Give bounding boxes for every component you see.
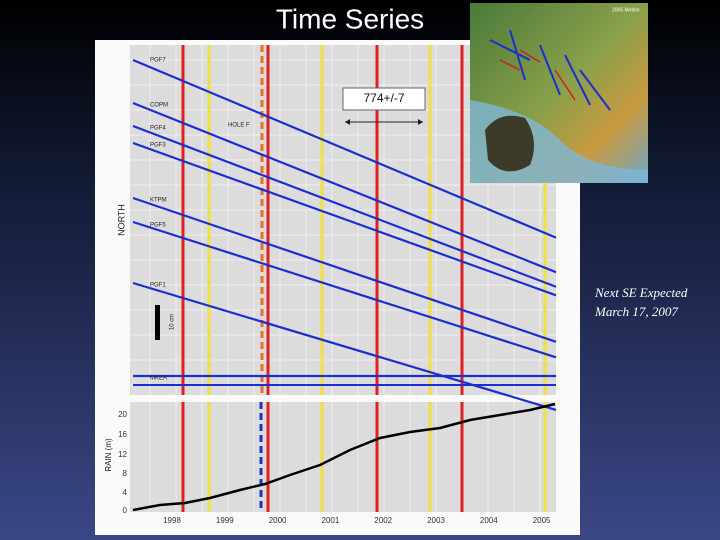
rain-tick-label: 16	[118, 430, 127, 439]
year-label: 2004	[480, 516, 498, 525]
rain-tick-label: 0	[123, 506, 128, 515]
station-label: PGF4	[150, 126, 166, 132]
rain-tick-label: 8	[123, 469, 128, 478]
annotation-box	[342, 87, 426, 111]
year-label: 2000	[269, 516, 287, 525]
year-label: 2005	[533, 516, 551, 525]
station-label: PGF3	[150, 143, 166, 149]
labels: PGF7 COPM PGF4 PGF3 KTPM PGF5 PGF1 MKEA 20 16 12 8 4…	[118, 58, 551, 526]
rain-tick-label: 20	[118, 410, 127, 419]
gps-trace	[132, 281, 557, 411]
year-label: 2002	[374, 516, 392, 525]
year-label: 1998	[163, 516, 181, 525]
slide-title: Time Series	[276, 3, 424, 34]
gps-trace	[132, 141, 557, 297]
north-label: NORTH	[116, 204, 126, 236]
rain-tick-label: 4	[123, 488, 128, 497]
station-label: MKEA	[150, 376, 167, 382]
note-line: March 17, 2007	[594, 304, 678, 319]
gps-trace	[132, 196, 557, 343]
year-label: 1999	[216, 516, 234, 525]
map-island	[485, 115, 534, 172]
station-label: PGF5	[150, 223, 166, 229]
year-label: 2001	[322, 516, 340, 525]
scale-label: 10 cm	[170, 314, 176, 330]
rain-curve	[132, 402, 556, 512]
rain-plot-area	[130, 402, 556, 512]
annotation: 774+/-7	[363, 91, 404, 105]
rain-tick-label: 12	[118, 450, 127, 459]
note-line: Next SE Expected	[594, 285, 688, 300]
gps-trace	[132, 220, 557, 359]
station-label: PGF7	[150, 58, 166, 64]
gps-trace	[132, 58, 557, 239]
gps-trace	[132, 124, 557, 288]
gps-trace	[132, 101, 557, 274]
station-label: KTPM	[150, 198, 167, 204]
station-label: COPM	[150, 103, 168, 109]
map: 2005 Motion	[470, 3, 648, 183]
gps-series	[132, 58, 557, 411]
year-label: 2003	[427, 516, 445, 525]
rain-label: RAIN (m)	[104, 438, 113, 472]
station-label: PGF1	[150, 283, 166, 289]
hole-label: HOLE F	[228, 123, 250, 129]
map-legend: 2005 Motion	[612, 7, 640, 13]
scale-bar	[155, 305, 160, 340]
